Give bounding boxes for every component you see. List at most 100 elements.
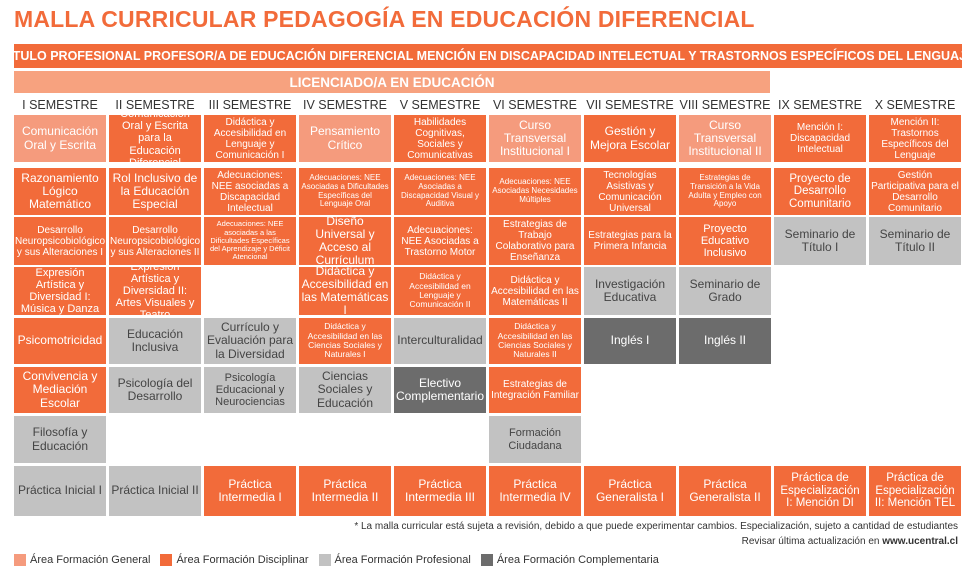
- course-cell: Comunicación Oral y Escrita: [14, 115, 106, 162]
- course-name: Proyecto Educativo Inclusivo: [700, 222, 750, 260]
- course-name: Didáctica y Accesibilidad en Lenguaje y …: [409, 271, 471, 310]
- course-cell: Práctica Inicial I: [14, 466, 106, 516]
- course-name: Expresión Artística y Diversidad II: Art…: [115, 267, 195, 315]
- course-cell: Estrategias para la Primera Infancia: [584, 217, 676, 265]
- course-name: Psicología del Desarrollo: [117, 375, 193, 403]
- legend-label-profesional: Área Formación Profesional: [334, 554, 471, 566]
- course-cell: Estrategias de Transición a la Vida Adul…: [679, 168, 771, 215]
- professional-title-banner: TITULO PROFESIONAL PROFESOR/A DE EDUCACI…: [2, 44, 968, 68]
- legend-item-profesional: Área Formación Profesional: [318, 554, 471, 566]
- course-name: Pensamiento Crítico: [309, 124, 381, 152]
- course-name: Expresión Artística y Diversidad I: Músi…: [20, 267, 100, 315]
- course-cell: Proyecto Educativo Inclusivo: [679, 217, 771, 265]
- course-cell: Inglés I: [584, 318, 676, 364]
- course-name: Adecuaciones: NEE Asociadas Necesidades …: [492, 177, 578, 204]
- legend-swatch-general: [14, 554, 26, 566]
- course-cell: Mención II: Trastornos Específicos del L…: [869, 115, 961, 162]
- course-cell: Práctica Intermedia I: [204, 466, 296, 516]
- course-cell: Psicomotricidad: [14, 318, 106, 364]
- course-cell: Adecuaciones: NEE asociadas a las Dificu…: [204, 217, 296, 265]
- course-cell: Curso Transversal Institucional I: [489, 115, 581, 162]
- course-cell: Rol Inclusivo de la Educación Especial: [109, 168, 201, 215]
- course-cell: Ciencias Sociales y Educación: [299, 367, 391, 413]
- course-cell: Pensamiento Crítico: [299, 115, 391, 162]
- course-cell: Proyecto de Desarrollo Comunitario: [774, 168, 866, 215]
- course-cell: Psicología del Desarrollo: [109, 367, 201, 413]
- update-note: Revisar última actualización en www.ucen…: [742, 536, 958, 547]
- legend-item-general: Área Formación General: [14, 554, 150, 566]
- course-name: Práctica de Especialización I: Mención D…: [780, 472, 860, 510]
- course-cell: Didáctica y Accesibilidad en Lenguaje y …: [204, 115, 296, 162]
- course-name: Comunicación Oral y Escrita: [21, 124, 99, 152]
- course-name: Proyecto de Desarrollo Comunitario: [789, 172, 851, 210]
- course-name: Adecuaciones: NEE asociadas a Discapacid…: [211, 169, 289, 214]
- course-cell: Didáctica y Accesibilidad en las Matemát…: [299, 267, 391, 315]
- course-name: Gestión Participativa para el Desarrollo…: [871, 169, 959, 214]
- course-cell: Práctica de Especialización I: Mención D…: [774, 466, 866, 516]
- course-name: Electivo Complementario: [395, 375, 485, 403]
- degree-banner: LICENCIADO/A EN EDUCACIÓN: [14, 71, 770, 93]
- course-cell: Didáctica y Accesibilidad en Lenguaje y …: [394, 267, 486, 315]
- course-cell: Seminario de Título I: [774, 217, 866, 265]
- legend-label-disciplinar: Área Formación Disciplinar: [176, 554, 309, 566]
- course-name: Habilidades Cognitivas, Sociales y Comun…: [407, 116, 473, 161]
- course-name: Razonamiento Lógico Matemático: [21, 170, 99, 212]
- course-name: Práctica Generalista I: [595, 476, 665, 504]
- course-name: Desarrollo Neuropsicobiológico y sus Alt…: [14, 224, 106, 258]
- course-name: Adecuaciones: NEE Asociadas a Discapacid…: [400, 172, 480, 209]
- course-name: Adecuaciones: NEE Asociadas a Trastorno …: [401, 224, 479, 258]
- course-cell: Expresión Artística y Diversidad I: Músi…: [14, 267, 106, 315]
- legend: Área Formación General Área Formación Di…: [14, 554, 669, 566]
- course-cell: Desarrollo Neuropsicobiológico y sus Alt…: [109, 217, 201, 265]
- course-cell: Seminario de Título II: [869, 217, 961, 265]
- course-cell: Práctica Generalista II: [679, 466, 771, 516]
- course-name: Desarrollo Neuropsicobiológico y sus Alt…: [109, 224, 201, 258]
- course-cell: Adecuaciones: NEE Asociadas a Discapacid…: [394, 168, 486, 215]
- update-note-text: Revisar última actualización en: [741, 536, 883, 547]
- course-cell: Curso Transversal Institucional II: [679, 115, 771, 162]
- course-name: Práctica Generalista II: [689, 476, 761, 504]
- course-name: Didáctica y Accesibilidad en las Ciencia…: [307, 321, 383, 360]
- course-cell: Práctica Inicial II: [109, 466, 201, 516]
- legend-label-complementaria: Área Formación Complementaria: [496, 554, 659, 566]
- course-name: Didáctica y Accesibilidad en las Matemát…: [491, 274, 579, 308]
- course-name: Formación Ciudadana: [508, 427, 562, 452]
- course-name: Psicomotricidad: [17, 333, 103, 348]
- course-cell: Diseño Universal y Acceso al Currículum: [299, 217, 391, 265]
- semester-header-8: VIII SEMESTRE: [679, 98, 771, 112]
- course-name: Inglés II: [703, 333, 747, 348]
- course-cell: Adecuaciones: NEE Asociadas Necesidades …: [489, 168, 581, 215]
- course-name: Práctica Intermedia II: [311, 476, 379, 504]
- course-cell: Psicología Educacional y Neurociencias: [204, 367, 296, 413]
- website-link[interactable]: www.ucentral.cl: [882, 536, 958, 547]
- legend-label-general: Área Formación General: [30, 554, 151, 566]
- course-cell: Mención I: Discapacidad Intelectual: [774, 115, 866, 162]
- semester-header-3: III SEMESTRE: [208, 98, 292, 112]
- course-name: Práctica de Especialización II: Mención …: [874, 472, 956, 510]
- semester-header-4: IV SEMESTRE: [302, 98, 388, 112]
- course-cell: Filosofía y Educación: [14, 416, 106, 463]
- legend-item-disciplinar: Área Formación Disciplinar: [160, 554, 309, 566]
- course-name: Estrategias de Integración Familiar: [491, 379, 579, 401]
- semester-header-10: X SEMESTRE: [874, 98, 956, 112]
- course-cell: Didáctica y Accesibilidad en las Matemát…: [489, 267, 581, 315]
- semester-header-2: II SEMESTRE: [115, 98, 195, 112]
- course-name: Práctica Intermedia III: [404, 476, 476, 504]
- course-cell: Práctica Generalista I: [584, 466, 676, 516]
- course-name: Mención I: Discapacidad Intelectual: [789, 122, 851, 155]
- course-cell: Inglés II: [679, 318, 771, 364]
- course-name: Filosofía y Educación: [31, 425, 89, 453]
- course-cell: Práctica de Especialización II: Mención …: [869, 466, 961, 516]
- course-cell: Interculturalidad: [394, 318, 486, 364]
- course-name: Gestión y Mejora Escolar: [589, 124, 671, 152]
- course-cell: Electivo Complementario: [394, 367, 486, 413]
- semester-header-6: VI SEMESTRE: [492, 98, 578, 112]
- course-name: Adecuaciones: NEE Asociadas a Dificultad…: [301, 172, 389, 209]
- course-cell: Educación Inclusiva: [109, 318, 201, 364]
- course-name: Seminario de Grado: [689, 276, 761, 304]
- course-name: Didáctica y Accesibilidad en Lenguaje y …: [213, 116, 287, 161]
- course-name: Psicología Educacional y Neurociencias: [215, 371, 285, 409]
- legend-swatch-disciplinar: [160, 554, 173, 566]
- course-cell: Desarrollo Neuropsicobiológico y sus Alt…: [14, 217, 106, 265]
- revision-note: * La malla curricular está sujeta a revi…: [354, 521, 958, 532]
